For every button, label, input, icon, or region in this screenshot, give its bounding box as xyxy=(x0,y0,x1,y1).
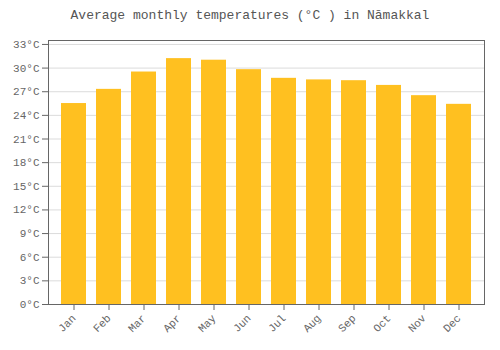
svg-text:0°C: 0°C xyxy=(20,299,40,311)
svg-text:18°C: 18°C xyxy=(13,157,40,169)
svg-text:3°C: 3°C xyxy=(20,275,40,287)
svg-text:May: May xyxy=(196,312,219,335)
svg-text:Feb: Feb xyxy=(91,312,113,334)
svg-text:21°C: 21°C xyxy=(13,134,40,146)
html-text:Average monthly temperatures (: Average monthly temperatures (°C ) in Nā… xyxy=(70,8,430,23)
svg-text:9°C: 9°C xyxy=(20,228,40,240)
svg-text:27°C: 27°C xyxy=(13,86,40,98)
svg-text:Dec: Dec xyxy=(441,312,463,334)
svg-text:24°C: 24°C xyxy=(13,110,40,122)
svg-text:15°C: 15°C xyxy=(13,181,40,193)
svg-text:Jul: Jul xyxy=(266,312,288,334)
svg-text:33°C: 33°C xyxy=(13,39,40,51)
svg-text:Jan: Jan xyxy=(56,312,78,334)
svg-text:6°C: 6°C xyxy=(20,252,40,264)
svg-text:Aug: Aug xyxy=(301,312,323,334)
svg-text:Jun: Jun xyxy=(231,312,253,334)
svg-text:Mar: Mar xyxy=(126,312,148,334)
svg-text:Nov: Nov xyxy=(406,312,429,335)
svg-text:Apr: Apr xyxy=(161,312,183,334)
svg-text:12°C: 12°C xyxy=(13,204,40,216)
svg-text:Oct: Oct xyxy=(371,312,393,334)
svg-text:30°C: 30°C xyxy=(13,63,40,75)
svg-text:Sep: Sep xyxy=(336,312,358,334)
